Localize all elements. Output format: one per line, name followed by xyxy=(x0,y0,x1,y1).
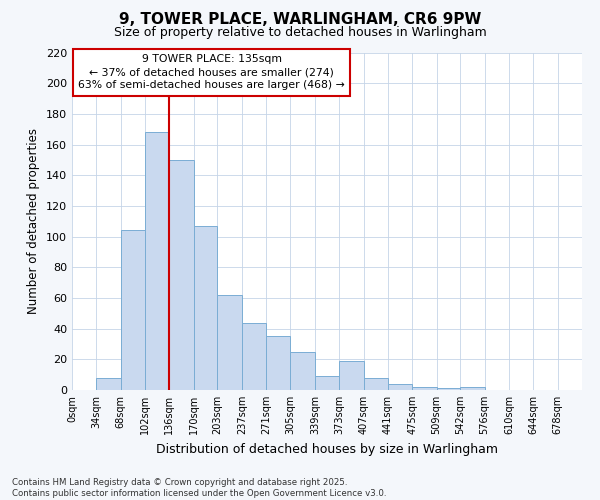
Bar xyxy=(460,387,485,390)
Bar xyxy=(145,132,169,390)
Bar xyxy=(121,230,145,390)
Bar xyxy=(194,226,217,390)
Bar xyxy=(339,361,364,390)
Text: 9, TOWER PLACE, WARLINGHAM, CR6 9PW: 9, TOWER PLACE, WARLINGHAM, CR6 9PW xyxy=(119,12,481,28)
Bar xyxy=(266,336,290,390)
Text: 9 TOWER PLACE: 135sqm
← 37% of detached houses are smaller (274)
63% of semi-det: 9 TOWER PLACE: 135sqm ← 37% of detached … xyxy=(79,54,345,90)
Bar xyxy=(217,295,242,390)
Bar xyxy=(242,322,266,390)
X-axis label: Distribution of detached houses by size in Warlingham: Distribution of detached houses by size … xyxy=(156,442,498,456)
Bar xyxy=(290,352,315,390)
Bar xyxy=(97,378,121,390)
Bar xyxy=(315,376,339,390)
Bar xyxy=(437,388,460,390)
Bar xyxy=(388,384,412,390)
Bar xyxy=(412,387,437,390)
Bar xyxy=(169,160,194,390)
Y-axis label: Number of detached properties: Number of detached properties xyxy=(28,128,40,314)
Text: Contains HM Land Registry data © Crown copyright and database right 2025.
Contai: Contains HM Land Registry data © Crown c… xyxy=(12,478,386,498)
Text: Size of property relative to detached houses in Warlingham: Size of property relative to detached ho… xyxy=(113,26,487,39)
Bar xyxy=(364,378,388,390)
